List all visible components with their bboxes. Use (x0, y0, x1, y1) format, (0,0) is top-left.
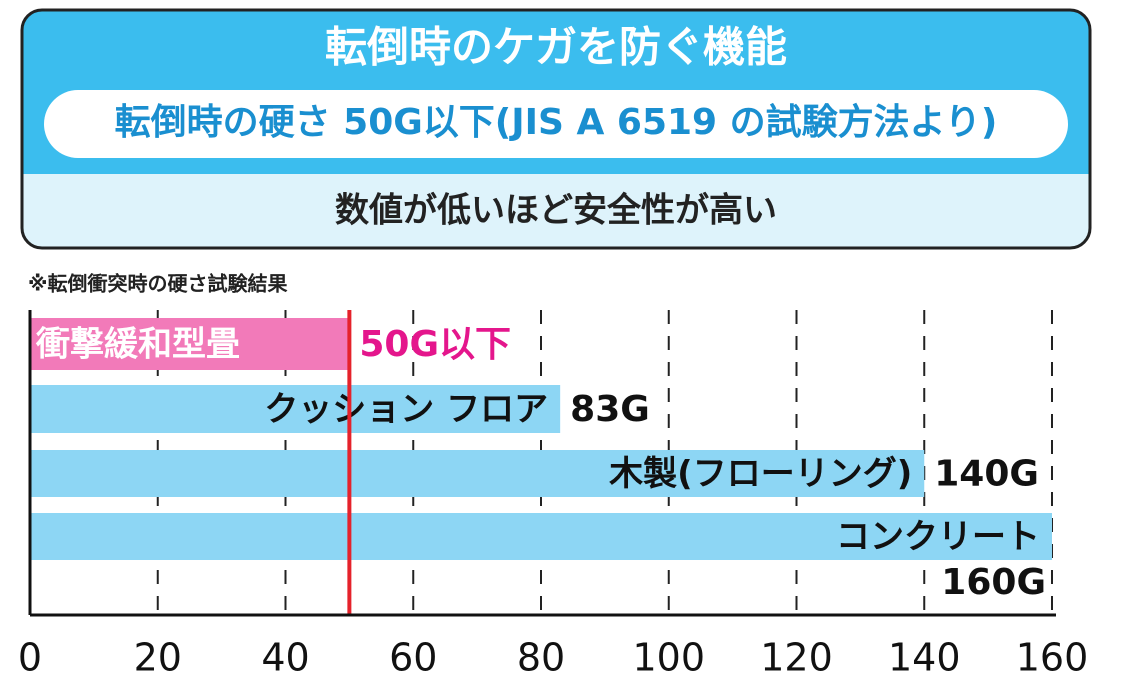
header-border (20, 8, 1092, 250)
category-label: コンクリート (836, 517, 1040, 557)
x-tick-label: 20 (134, 636, 182, 680)
x-tick-label: 40 (261, 636, 309, 680)
category-label: 木製(フローリング) (608, 454, 912, 494)
bar (30, 318, 350, 370)
x-tick-label: 100 (632, 636, 705, 680)
subtitle-pill (44, 90, 1068, 158)
x-tick-label: 0 (18, 636, 42, 680)
bar (30, 513, 1052, 560)
x-tick-label: 120 (760, 636, 833, 680)
header-note: 数値が低いほど安全性が高い (335, 191, 777, 231)
value-label: 50G以下 (359, 324, 511, 365)
category-label: クッション フロア (264, 390, 548, 430)
bar (30, 450, 925, 497)
category-label: 衝撃緩和型畳 (35, 325, 240, 365)
chart-footnote: ※転倒衝突時の硬さ試験結果 (28, 272, 287, 296)
value-label: 83G (570, 389, 650, 430)
header-subtitle: 転倒時の硬さ 50G以下(JIS A 6519 の試験方法より) (115, 102, 998, 143)
header-bottom (22, 174, 1090, 248)
value-label: 160G (941, 562, 1046, 603)
value-label: 140G (934, 454, 1039, 495)
header-title: 転倒時のケガを防ぐ機能 (325, 23, 787, 72)
x-tick-label: 140 (888, 636, 961, 680)
x-tick-label: 80 (517, 636, 565, 680)
x-tick-label: 60 (389, 636, 437, 680)
bar (30, 385, 561, 433)
x-tick-label: 160 (1016, 636, 1089, 680)
